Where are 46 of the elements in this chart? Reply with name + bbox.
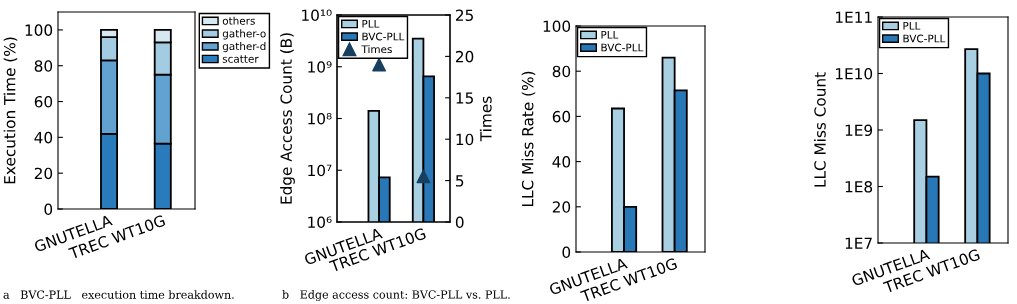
- y2-tick-label: 15: [456, 92, 473, 104]
- y-axis-title: LLC Miss Count: [813, 72, 826, 187]
- y-tick-label: 1E9: [845, 124, 873, 137]
- legend-label: BVC-PLL: [362, 32, 405, 41]
- y-tick-label: 1E7: [845, 237, 872, 249]
- legend-label: others: [222, 16, 255, 25]
- legend-label: gather-d: [222, 42, 266, 53]
- y-tick-label: 20: [552, 201, 571, 213]
- legend-label: BVC-PLL: [601, 43, 644, 52]
- y2-tick-label: 5: [456, 175, 464, 187]
- y-tick-label: 10¹⁰: [302, 9, 332, 22]
- legend-label: PLL: [903, 22, 921, 30]
- text: b Edge access count: BVC-PLL vs. PLL.: [282, 290, 510, 301]
- legend-label: PLL: [362, 20, 380, 28]
- y-tick-label: 80: [34, 60, 53, 72]
- y-tick-label: 1E8: [845, 180, 873, 193]
- y-axis-title: LLC Miss Rate (%): [521, 71, 536, 207]
- y-tick-label: 10⁶: [308, 216, 332, 229]
- y2-tick-label: 0: [455, 216, 464, 229]
- legend-label: gather-o: [222, 29, 266, 40]
- y-tick-label: 60: [34, 96, 53, 108]
- y-tick-label: 100: [543, 20, 571, 33]
- text: a BVC-PLL execution time breakdown.: [3, 290, 234, 299]
- y-tick-label: 100: [25, 24, 53, 36]
- y-tick-label: 1E10: [836, 67, 873, 80]
- y-tick-label: 1E11: [836, 11, 872, 23]
- legend-label: Times: [361, 45, 392, 54]
- legend-label: scatter: [222, 55, 259, 63]
- legend-label: PLL: [601, 31, 619, 39]
- y-tick-label: 80: [552, 65, 571, 78]
- y2-tick-label: 25: [455, 9, 473, 22]
- y2-tick-label: 20: [455, 50, 474, 63]
- y-tick-label: 20: [34, 167, 53, 180]
- y-tick-label: 0: [562, 246, 571, 259]
- y-tick-label: 40: [552, 156, 571, 168]
- y-tick-label: 0: [44, 203, 53, 216]
- y-tick-label: 60: [552, 110, 571, 123]
- legend-label: BVC-PLL: [903, 34, 946, 43]
- y-axis-title: Edge Access Count (B): [280, 33, 295, 204]
- y-tick-label: 10⁷: [308, 164, 332, 177]
- y-axis-title: Execution Time (%): [3, 37, 18, 184]
- y-tick-label: 40: [34, 131, 53, 144]
- y-tick-label: 10⁹: [308, 61, 332, 73]
- y2-tick-label: 10: [456, 133, 474, 146]
- y-tick-label: 10⁸: [308, 112, 332, 125]
- y2-axis-title: Times: [479, 96, 492, 142]
